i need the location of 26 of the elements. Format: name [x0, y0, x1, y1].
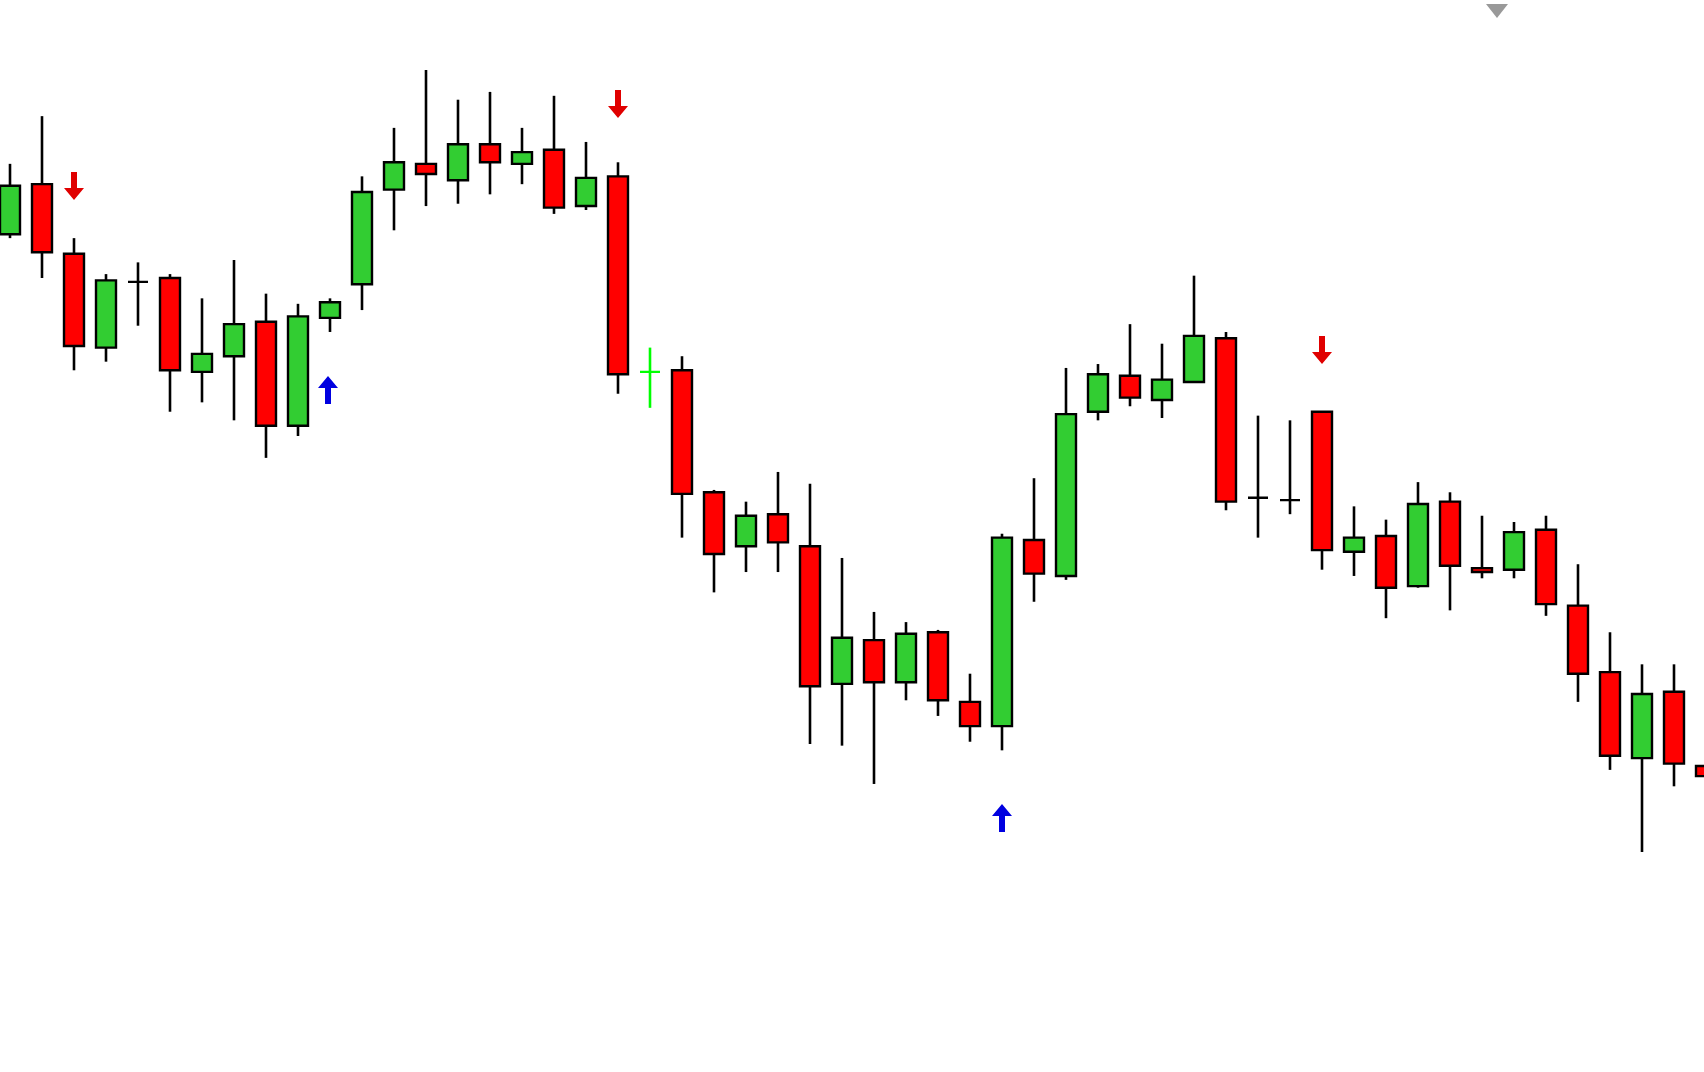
candlestick: [382, 126, 406, 232]
candlestick: [222, 258, 246, 422]
candlestick: [1118, 322, 1142, 408]
candlestick: [574, 140, 598, 212]
candlestick: [1150, 342, 1174, 420]
candlestick: [958, 672, 982, 744]
candlestick: [638, 346, 662, 410]
candlestick: [414, 68, 438, 208]
candlestick: [126, 261, 150, 328]
candlestick: [1278, 419, 1302, 516]
candlestick: [1502, 520, 1526, 580]
candlestick: [446, 98, 470, 206]
candlestick: [1182, 274, 1206, 384]
candlestick: [862, 610, 886, 786]
candlestick: [478, 90, 502, 196]
candlestick: [766, 470, 790, 574]
candlestick: [1246, 414, 1270, 539]
candlestick: [510, 126, 534, 186]
candlestick: [190, 297, 214, 404]
candlestick: [318, 297, 342, 334]
candlestick: [1470, 514, 1494, 580]
candlestick: [734, 500, 758, 574]
candlestick: [1342, 505, 1366, 578]
candlestick: [1086, 362, 1110, 422]
candlestick: [830, 556, 854, 747]
candlestick: [1022, 476, 1046, 604]
